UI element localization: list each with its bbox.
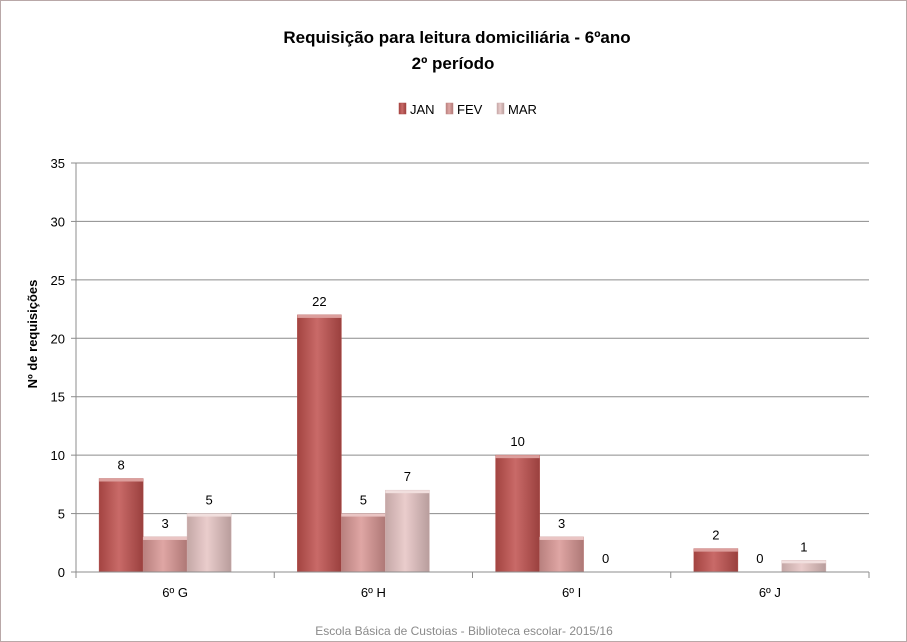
category-label: 6º G bbox=[162, 585, 188, 600]
bar-cap bbox=[187, 513, 232, 517]
bar bbox=[385, 489, 430, 573]
y-tick-label: 20 bbox=[51, 331, 65, 346]
legend-swatch bbox=[496, 102, 505, 115]
chart-title-line2: 2º período bbox=[412, 54, 495, 73]
legend-label: FEV bbox=[457, 102, 483, 117]
data-label: 0 bbox=[756, 551, 763, 566]
data-label: 3 bbox=[162, 516, 169, 531]
y-tick-label: 15 bbox=[51, 390, 65, 405]
bar bbox=[186, 513, 232, 573]
bar-cap bbox=[143, 536, 188, 540]
bar bbox=[539, 536, 584, 573]
data-label: 5 bbox=[206, 493, 213, 508]
data-label: 5 bbox=[360, 493, 367, 508]
legend: JAN FEV MAR bbox=[398, 102, 537, 117]
y-axis-label: Nº de requisições bbox=[25, 280, 40, 389]
bar-cap bbox=[539, 536, 584, 540]
y-axis-ticks: 0 5 10 15 20 25 30 35 bbox=[51, 156, 65, 580]
category-label: 6º J bbox=[759, 585, 781, 600]
data-label: 0 bbox=[602, 551, 609, 566]
bar-cap bbox=[693, 548, 738, 552]
footer-text: Escola Básica de Custoias - Biblioteca e… bbox=[315, 624, 613, 638]
legend-swatch bbox=[445, 102, 454, 115]
bar bbox=[142, 536, 188, 573]
data-label: 8 bbox=[118, 458, 125, 473]
bar bbox=[341, 513, 386, 573]
data-label: 2 bbox=[712, 528, 719, 543]
y-tick-label: 35 bbox=[51, 156, 65, 171]
bar bbox=[297, 314, 342, 573]
gridlines bbox=[71, 162, 869, 573]
y-tick-label: 30 bbox=[51, 214, 65, 229]
data-labels: 8 3 5 22 5 7 10 3 0 2 0 1 bbox=[118, 294, 808, 566]
y-tick-label: 0 bbox=[58, 565, 65, 580]
bar-cap bbox=[99, 478, 144, 482]
bar-cap bbox=[297, 314, 342, 318]
category-label: 6º H bbox=[361, 585, 386, 600]
legend-label: MAR bbox=[508, 102, 537, 117]
bar bbox=[495, 454, 540, 573]
bar bbox=[98, 478, 144, 573]
data-label: 10 bbox=[510, 434, 524, 449]
legend-label: JAN bbox=[410, 102, 435, 117]
bar bbox=[693, 548, 739, 573]
category-labels: 6º G 6º H 6º I 6º J bbox=[162, 585, 781, 600]
bars bbox=[98, 314, 827, 573]
data-label: 22 bbox=[312, 294, 326, 309]
bar-cap bbox=[341, 513, 386, 517]
y-tick-label: 25 bbox=[51, 273, 65, 288]
chart-title-line1: Requisição para leitura domiciliária - 6… bbox=[283, 28, 630, 47]
axes bbox=[75, 163, 870, 578]
bar-cap bbox=[495, 455, 540, 459]
legend-swatch bbox=[398, 102, 407, 115]
data-label: 3 bbox=[558, 516, 565, 531]
data-label: 7 bbox=[404, 469, 411, 484]
category-label: 6º I bbox=[562, 585, 581, 600]
bar-cap bbox=[385, 490, 430, 494]
data-label: 1 bbox=[800, 539, 807, 554]
y-tick-label: 5 bbox=[58, 507, 65, 522]
y-tick-label: 10 bbox=[51, 448, 65, 463]
bar-cap bbox=[781, 560, 826, 564]
